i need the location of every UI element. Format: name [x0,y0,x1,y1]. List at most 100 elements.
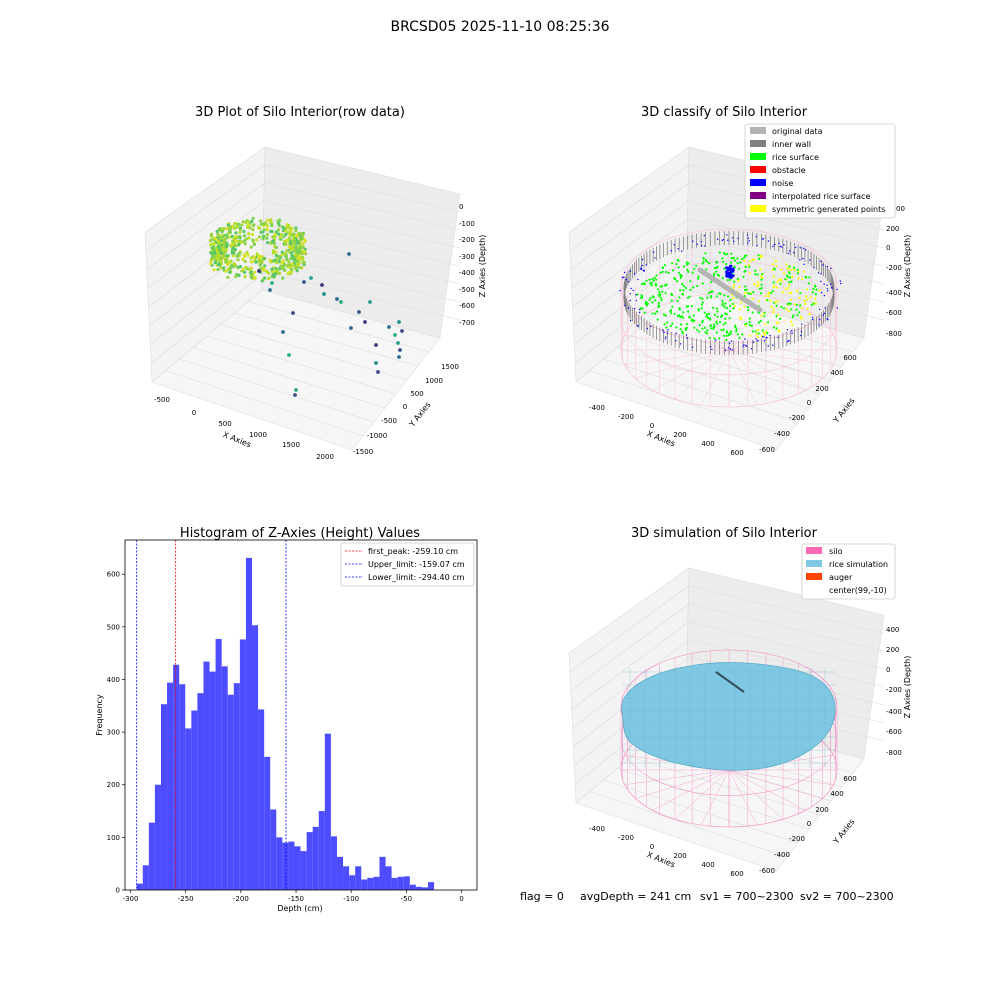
z-tick-label: 200 [886,646,899,654]
data-point [292,234,296,238]
legend-swatch [750,153,766,160]
noise-point [766,336,768,339]
data-point [294,247,298,251]
noise-point [629,293,631,295]
z-tick-label: 200 [886,225,899,233]
data-point [376,370,380,374]
z-tick-label: -200 [886,264,902,272]
histogram-bar [312,826,319,890]
x-axis-label: X Axies [222,430,253,449]
silo-spoke [728,349,834,365]
legend-label: first_peak: -259.10 cm [368,547,458,556]
noise-point [826,290,829,292]
surface-point [747,292,750,295]
surface-point [796,314,799,317]
noise-point [777,336,779,339]
surface-point [715,295,718,298]
histogram-bar [367,877,374,890]
noise-point [826,288,829,290]
grid-line [630,756,821,816]
legend-swatch [806,547,822,554]
data-point [271,249,276,253]
data-point [216,232,220,236]
noise-point [799,259,801,261]
z-tick-label: -200 [459,236,475,244]
data-point [229,265,233,269]
x-tick-label: -100 [343,895,359,903]
noise-point [696,243,698,245]
surface-point [779,282,782,285]
noise-point [750,348,753,350]
noise-point [781,246,783,248]
data-point [288,233,292,237]
surface-point [738,267,741,270]
data-point [233,222,237,226]
surface-point [688,316,692,319]
data-point [272,241,276,246]
surface-point [757,283,760,286]
surface-point [759,320,762,323]
data-point [248,268,252,272]
data-point [287,353,291,357]
surface-point [721,277,724,280]
surface-point [729,310,732,313]
data-point [257,235,262,239]
surface-point [657,301,661,304]
data-point [282,267,286,271]
data-point [209,243,213,247]
surface-point [682,316,685,319]
noise-point [823,283,825,285]
data-point [296,263,300,267]
silo-spoke [728,769,784,820]
surface-point [663,323,666,326]
surface-point [743,256,746,259]
data-point [249,270,253,274]
surface-point [648,278,651,281]
histogram-bar [179,684,186,890]
surface-point [654,282,657,285]
surface-point [772,326,775,329]
surface-point [730,261,733,264]
histogram-bar [142,865,149,890]
data-point [396,341,400,345]
data-point [225,226,229,231]
data-point [246,220,250,224]
noise-point [820,291,823,294]
data-point [208,238,213,243]
surface-point [710,280,713,284]
surface-point [788,267,791,270]
z-axis-label: Z Axies (Depth) [903,235,912,298]
data-point [252,242,256,246]
surface-point [757,329,760,332]
noise-point [641,264,643,267]
surface-point [809,296,812,299]
data-point [249,260,253,264]
surface-point [748,321,751,324]
surface-point [757,254,760,257]
surface-point [701,262,704,265]
noise-point [787,252,790,255]
surface-point [662,266,665,269]
legend-swatch [750,166,766,173]
surface-point [784,278,787,281]
surface-point [804,295,808,298]
surface-point [664,270,668,274]
surface-point [749,292,752,296]
surface-point [658,305,661,308]
surface-point [761,273,764,276]
noise-point [830,283,832,285]
surface-point [641,296,644,299]
surface-point [724,302,727,305]
data-point [209,251,213,255]
surface-point [704,331,707,334]
surface-point [751,258,754,261]
y-tick-label: 400 [830,369,843,377]
surface-point [805,288,809,291]
surface-point [760,287,763,290]
data-point [259,222,264,226]
z-tick-label: -300 [459,253,475,261]
noise-point [812,316,814,318]
surface-point [736,257,739,260]
surface-point [703,311,706,314]
surface-point [725,338,728,342]
